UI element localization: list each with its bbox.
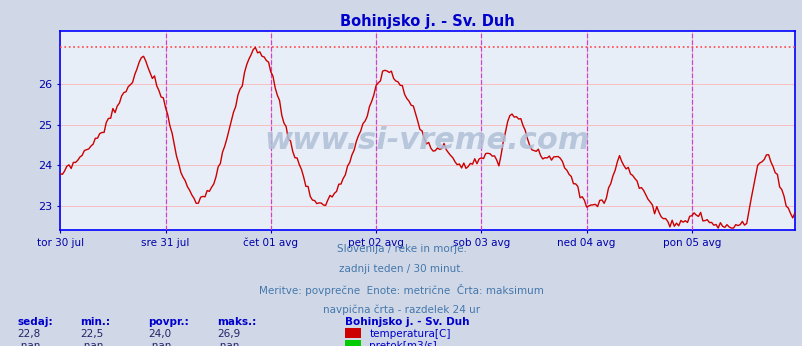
Text: povpr.:: povpr.:: [148, 317, 189, 327]
Text: Bohinjsko j. - Sv. Duh: Bohinjsko j. - Sv. Duh: [345, 317, 469, 327]
Text: -nan: -nan: [148, 341, 172, 346]
Text: zadnji teden / 30 minut.: zadnji teden / 30 minut.: [338, 264, 464, 274]
Text: pretok[m3/s]: pretok[m3/s]: [369, 341, 436, 346]
Text: Slovenija / reke in morje.: Slovenija / reke in morje.: [336, 244, 466, 254]
Text: 22,5: 22,5: [80, 329, 103, 339]
Text: -nan: -nan: [18, 341, 41, 346]
Text: maks.:: maks.:: [217, 317, 256, 327]
Text: -nan: -nan: [217, 341, 240, 346]
Text: www.si-vreme.com: www.si-vreme.com: [265, 126, 589, 155]
Text: 26,9: 26,9: [217, 329, 240, 339]
Text: sedaj:: sedaj:: [18, 317, 53, 327]
Text: 24,0: 24,0: [148, 329, 172, 339]
Text: navpična črta - razdelek 24 ur: navpična črta - razdelek 24 ur: [322, 304, 480, 315]
Text: min.:: min.:: [80, 317, 110, 327]
Title: Bohinjsko j. - Sv. Duh: Bohinjsko j. - Sv. Duh: [340, 13, 514, 29]
Text: -nan: -nan: [80, 341, 103, 346]
Text: Meritve: povprečne  Enote: metrične  Črta: maksimum: Meritve: povprečne Enote: metrične Črta:…: [259, 284, 543, 296]
Text: 22,8: 22,8: [18, 329, 41, 339]
Text: temperatura[C]: temperatura[C]: [369, 329, 450, 339]
